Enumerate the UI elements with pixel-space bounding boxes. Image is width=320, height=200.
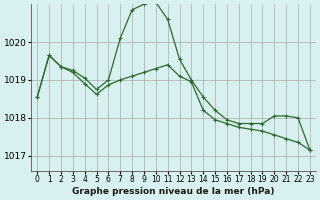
X-axis label: Graphe pression niveau de la mer (hPa): Graphe pression niveau de la mer (hPa) (72, 187, 275, 196)
